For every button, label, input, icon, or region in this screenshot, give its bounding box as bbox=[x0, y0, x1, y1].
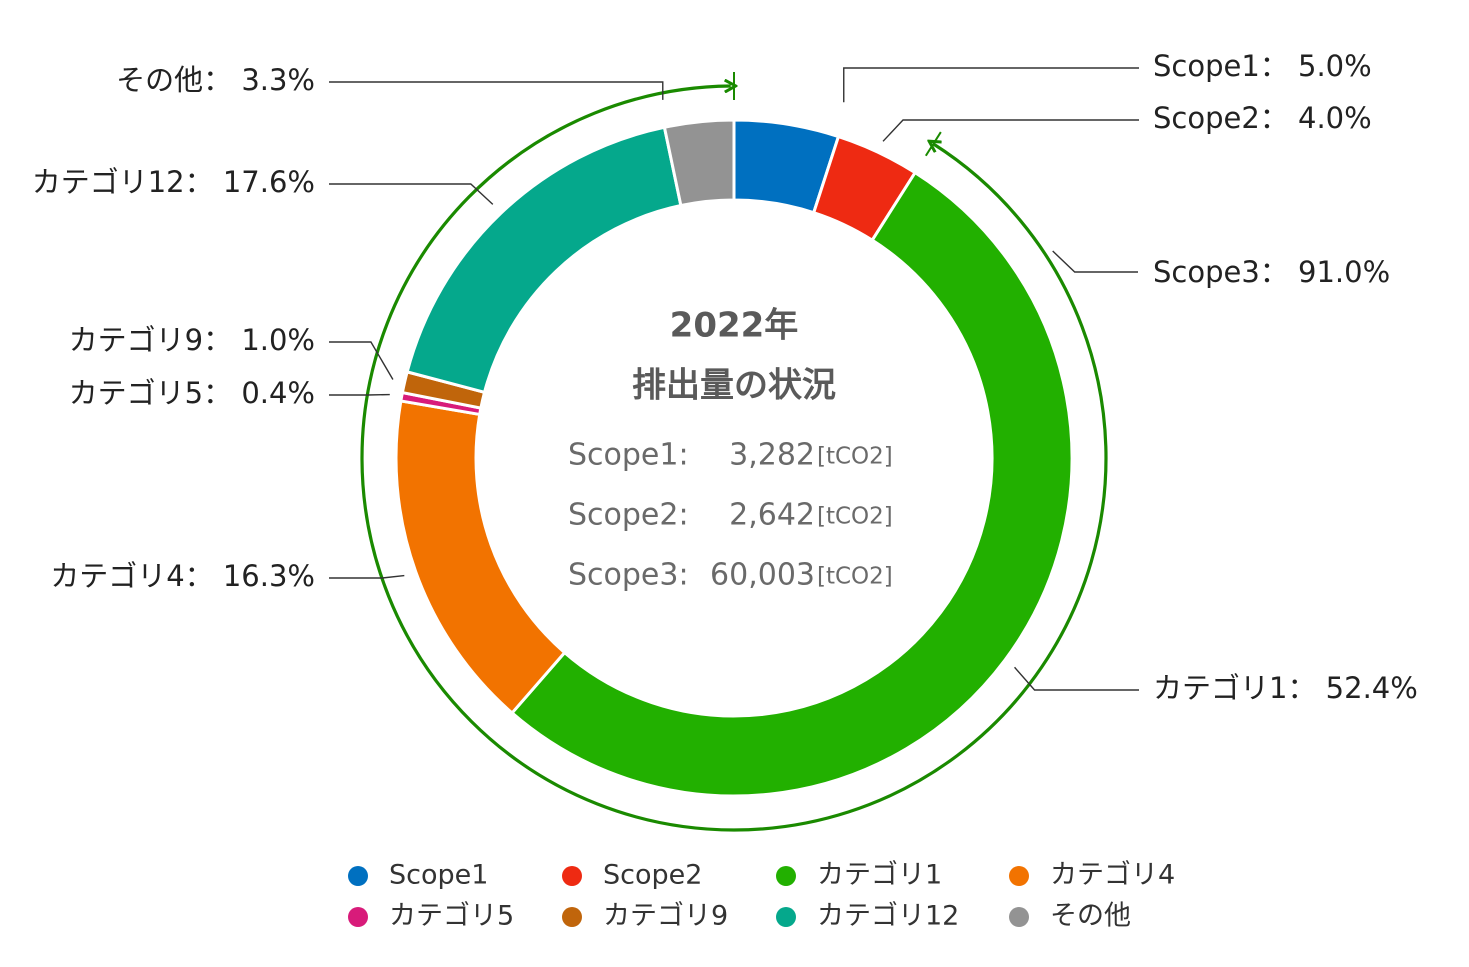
legend-label-5: カテゴリ5 bbox=[389, 901, 514, 932]
callout-scope3: Scope3： 91.0% bbox=[1153, 255, 1390, 289]
slice-7 bbox=[407, 127, 681, 392]
callout-scope3-label: Scope3： bbox=[1153, 255, 1298, 289]
legend-swatch-4 bbox=[1009, 866, 1029, 886]
legend-label-3: カテゴリ1 bbox=[817, 860, 942, 891]
callout-8-label: その他： bbox=[116, 63, 241, 97]
center-line-value-2: 2,642 bbox=[729, 498, 815, 533]
center-line-label-3: Scope3: bbox=[568, 558, 689, 593]
leader-line-1 bbox=[844, 68, 1139, 102]
callout-4-value: 16.3% bbox=[223, 559, 315, 593]
callout-3-value: 52.4% bbox=[1326, 671, 1418, 705]
leader-line-4 bbox=[329, 576, 404, 578]
legend-label-2: Scope2 bbox=[603, 860, 702, 891]
callout-7-value: 17.6% bbox=[223, 165, 315, 199]
legend-swatch-3 bbox=[776, 866, 796, 886]
center-line-value-3: 60,003 bbox=[710, 558, 815, 593]
callout-8-value: 3.3% bbox=[241, 63, 315, 97]
callout-5-value: 0.4% bbox=[241, 376, 315, 410]
callout-3: カテゴリ1： 52.4% bbox=[1153, 671, 1418, 705]
callout-1: Scope1： 5.0% bbox=[1153, 49, 1372, 83]
center-title-subject: 排出量の状況 bbox=[632, 366, 836, 406]
center-line-label-1: Scope1: bbox=[568, 438, 689, 473]
center-line-unit-2: [tCO2] bbox=[817, 504, 893, 530]
callout-4: カテゴリ4： 16.3% bbox=[50, 559, 315, 593]
legend-swatch-7 bbox=[776, 907, 796, 927]
leader-line-2 bbox=[883, 120, 1139, 141]
legend-label-1: Scope1 bbox=[389, 860, 488, 891]
leader-line-6 bbox=[329, 342, 393, 380]
callout-4-label: カテゴリ4： bbox=[50, 559, 223, 593]
legend-swatch-6 bbox=[562, 907, 582, 927]
leader-line-8 bbox=[329, 82, 663, 100]
slice-4 bbox=[396, 401, 565, 713]
legend-swatch-2 bbox=[562, 866, 582, 886]
callout-6-value: 1.0% bbox=[241, 323, 315, 357]
legend-label-6: カテゴリ9 bbox=[603, 901, 728, 932]
leader-line-7 bbox=[329, 184, 493, 204]
callout-6-label: カテゴリ9： bbox=[69, 323, 242, 357]
callout-1-value: 5.0% bbox=[1298, 49, 1372, 83]
center-summary: 2022年排出量の状況Scope1:3,282[tCO2]Scope2:2,64… bbox=[568, 306, 893, 593]
callout-2-label: Scope2： bbox=[1153, 101, 1298, 135]
center-line-value-1: 3,282 bbox=[729, 438, 815, 473]
legend-swatch-5 bbox=[348, 907, 368, 927]
legend-label-8: その他 bbox=[1050, 901, 1131, 932]
callout-scope3-value: 91.0% bbox=[1298, 255, 1390, 289]
callout-7-label: カテゴリ12： bbox=[32, 165, 223, 199]
callout-8: その他： 3.3% bbox=[116, 63, 315, 97]
callout-2: Scope2： 4.0% bbox=[1153, 101, 1372, 135]
scope3-tick-start bbox=[926, 132, 941, 156]
legend-label-7: カテゴリ12 bbox=[817, 901, 959, 932]
legend-label-4: カテゴリ4 bbox=[1050, 860, 1175, 891]
center-title-year: 2022年 bbox=[670, 306, 799, 346]
callout-1-label: Scope1： bbox=[1153, 49, 1298, 83]
slice-3 bbox=[512, 173, 1072, 796]
legend: Scope1 Scope2 カテゴリ1 カテゴリ4 カテゴリ5 カテゴリ9 カテゴリ12 その… bbox=[348, 860, 1175, 932]
center-line-label-2: Scope2: bbox=[568, 498, 689, 533]
callout-6: カテゴリ9： 1.0% bbox=[69, 323, 315, 357]
callout-5: カテゴリ5： 0.4% bbox=[69, 376, 315, 410]
callout-5-label: カテゴリ5： bbox=[69, 376, 242, 410]
callout-3-label: カテゴリ1： bbox=[1153, 671, 1326, 705]
callout-2-value: 4.0% bbox=[1298, 101, 1372, 135]
leader-line-scope3 bbox=[1053, 251, 1138, 272]
center-line-unit-1: [tCO2] bbox=[817, 444, 893, 470]
center-line-unit-3: [tCO2] bbox=[817, 564, 893, 590]
legend-swatch-1 bbox=[348, 866, 368, 886]
legend-swatch-8 bbox=[1009, 907, 1029, 927]
callout-7: カテゴリ12： 17.6% bbox=[32, 165, 315, 199]
